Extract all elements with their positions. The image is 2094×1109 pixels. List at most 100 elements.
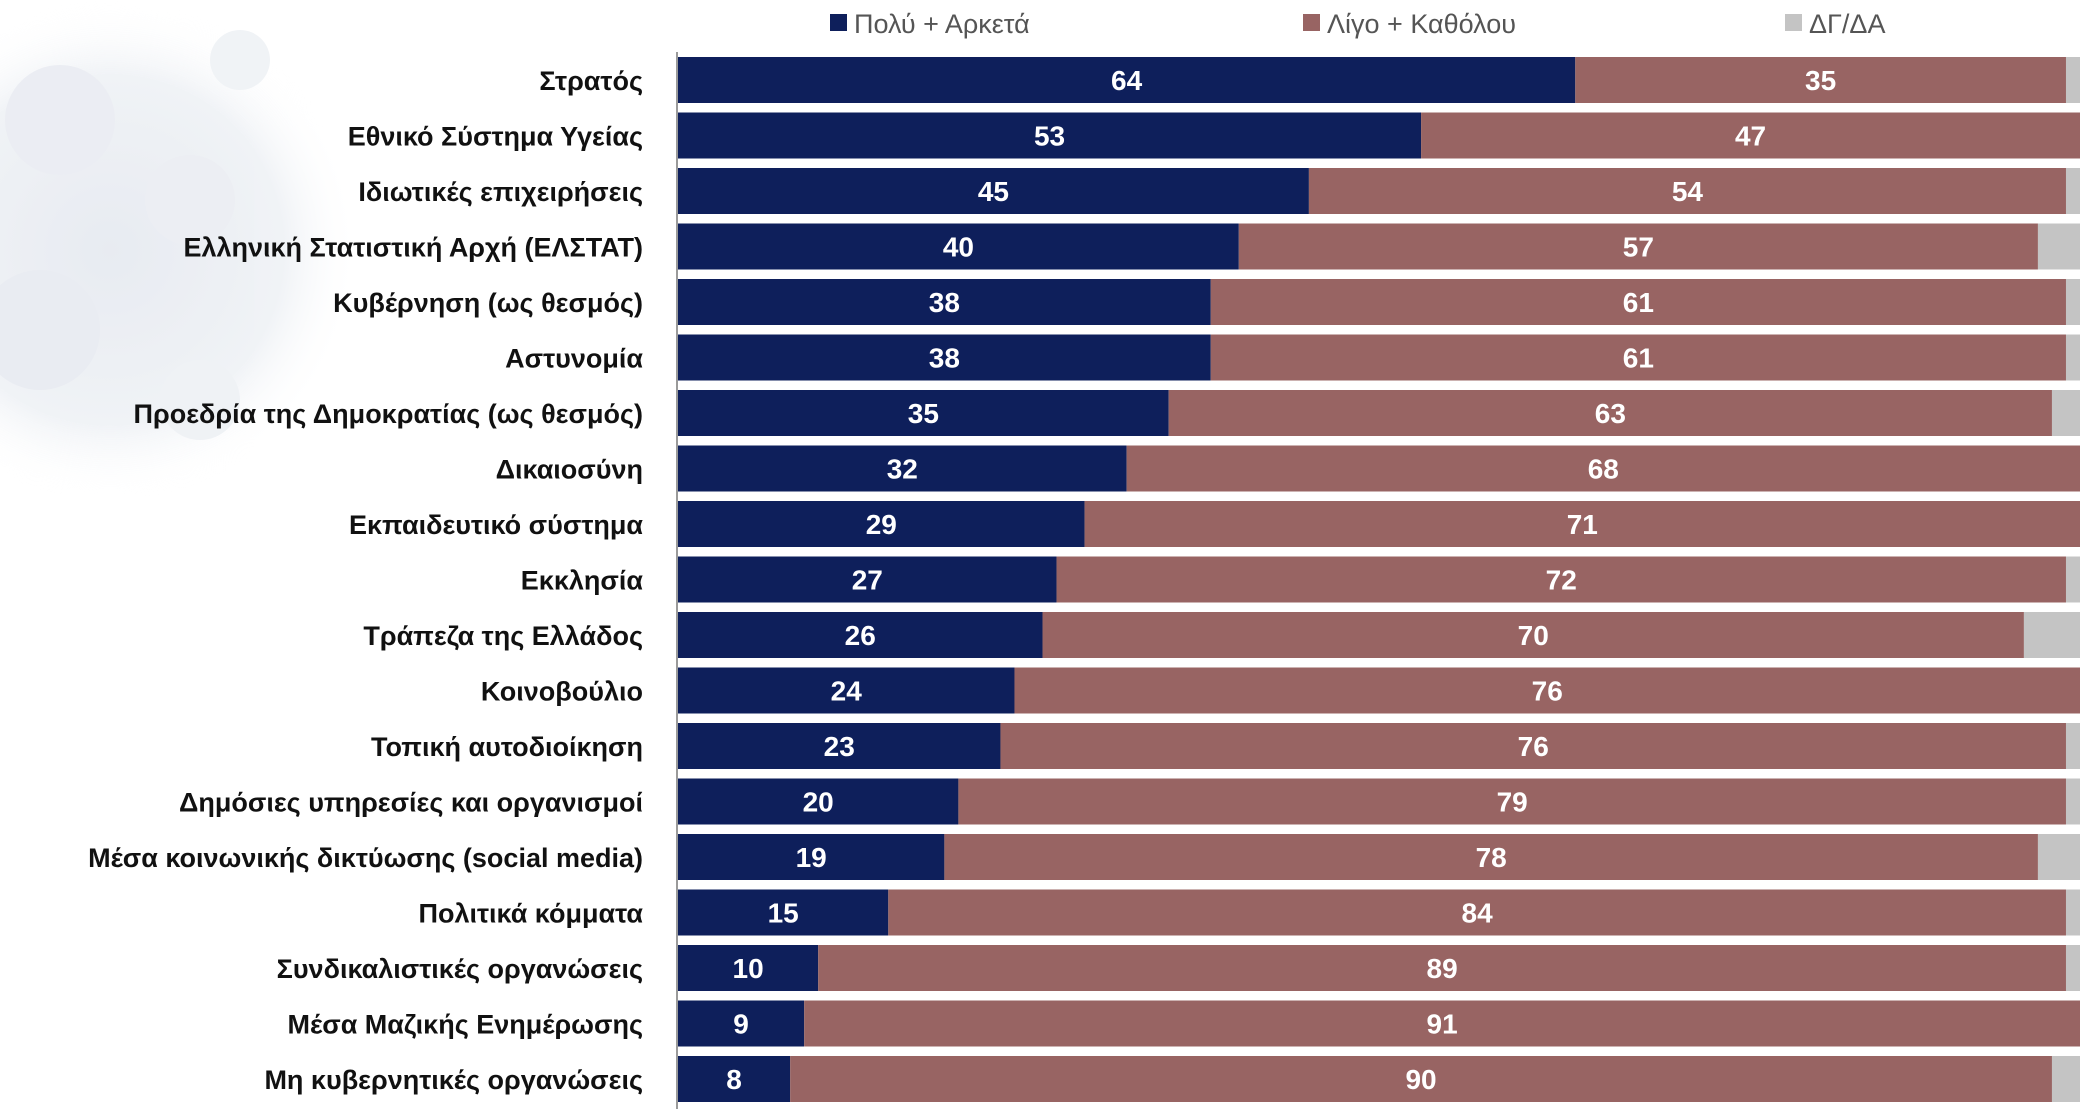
data-label: 27	[852, 565, 883, 596]
data-label: 89	[1427, 953, 1458, 984]
legend: Πολύ + Αρκετά Λίγο + Καθόλου ΔΓ/ΔΑ	[830, 9, 1885, 39]
category-label: Κυβέρνηση (ως θεσμός)	[333, 288, 643, 318]
bar-segment	[790, 1056, 2052, 1102]
bar-segment	[678, 1000, 805, 1047]
data-label: 90	[1405, 1064, 1436, 1095]
bar-segment	[678, 57, 1576, 103]
legend-label: ΔΓ/ΔΑ	[1809, 9, 1885, 39]
bar-segment	[678, 334, 1211, 381]
category-label: Τράπεζα της Ελλάδος	[363, 621, 643, 651]
bar-segment	[2037, 223, 2080, 270]
data-label: 57	[1623, 232, 1654, 263]
bar-segment	[1210, 279, 2066, 325]
bar-segment	[678, 556, 1057, 603]
bar-segment	[2065, 945, 2080, 991]
data-label: 35	[1805, 65, 1836, 96]
data-label: 20	[803, 787, 834, 818]
data-label: 91	[1427, 1009, 1458, 1040]
legend-swatch	[1785, 14, 1802, 31]
category-label: Εθνικό Σύστημα Υγείας	[348, 122, 643, 152]
legend-swatch	[1303, 14, 1320, 31]
bar-segment	[1238, 223, 2038, 270]
data-label: 40	[943, 232, 974, 263]
legend-swatch	[830, 14, 847, 31]
bar-segment	[678, 168, 1309, 214]
data-label: 76	[1518, 731, 1549, 762]
bar-segment	[678, 889, 889, 936]
bar-segment	[678, 945, 819, 991]
data-label: 32	[887, 454, 918, 485]
bar-segment	[2065, 334, 2080, 381]
data-label: 35	[908, 398, 939, 429]
data-label: 47	[1735, 121, 1766, 152]
category-label: Συνδικαλιστικές οργανώσεις	[277, 954, 643, 984]
bar-segment	[2065, 723, 2080, 769]
bar-segment	[1042, 612, 2024, 658]
data-label: 72	[1546, 565, 1577, 596]
bar-segment	[2051, 1056, 2080, 1102]
data-label: 68	[1588, 454, 1619, 485]
data-label: 70	[1518, 620, 1549, 651]
data-label: 64	[1111, 65, 1143, 96]
category-label: Δικαιοσύνη	[496, 455, 643, 485]
bar-segment	[1210, 334, 2066, 381]
data-label: 54	[1672, 176, 1704, 207]
bar-segment	[944, 834, 2038, 880]
category-label: Μέσα Μαζικής Ενημέρωσης	[288, 1010, 643, 1040]
bar-segment	[678, 667, 1015, 714]
category-label: Αστυνομία	[505, 344, 643, 374]
bar-segment	[678, 112, 1422, 159]
data-label: 23	[824, 731, 855, 762]
data-label: 61	[1623, 287, 1654, 318]
category-label: Ελληνική Στατιστική Αρχή (ΕΛΣΤΑΤ)	[183, 233, 643, 263]
data-label: 29	[866, 509, 897, 540]
bar-segment	[888, 889, 2066, 936]
bar-segment	[2065, 168, 2080, 214]
data-label: 8	[726, 1064, 742, 1095]
bar-segment	[678, 612, 1043, 658]
bar-segment	[1000, 723, 2066, 769]
category-label: Ιδιωτικές επιχειρήσεις	[358, 177, 643, 207]
category-label: Προεδρία της Δημοκρατίας (ως θεσμός)	[134, 399, 644, 429]
data-label: 19	[796, 842, 827, 873]
legend-label: Λίγο + Καθόλου	[1327, 9, 1516, 39]
bar-segment	[1126, 445, 2080, 492]
bar-segment	[2065, 57, 2080, 103]
bar-segment	[678, 723, 1001, 769]
category-label: Πολιτικά κόμματα	[418, 899, 643, 929]
data-label: 71	[1567, 509, 1598, 540]
bar-segment	[678, 445, 1127, 492]
category-label: Εκκλησία	[521, 566, 644, 596]
bar-segment	[2023, 612, 2080, 658]
category-label: Μέσα κοινωνικής δικτύωσης (social media)	[88, 843, 643, 873]
category-label: Τοπική αυτοδιοίκηση	[371, 732, 643, 762]
bar-segment	[2065, 279, 2080, 325]
category-label: Εκπαιδευτικό σύστημα	[349, 510, 643, 540]
bar-segment	[2065, 556, 2080, 603]
bar-segment	[1056, 556, 2066, 603]
bar-segment	[804, 1000, 2081, 1047]
bar-segment	[1014, 667, 2080, 714]
category-label: Μη κυβερνητικές οργανώσεις	[264, 1065, 643, 1095]
bar-segment	[678, 834, 945, 880]
bar-segment	[1575, 57, 2066, 103]
data-label: 45	[978, 176, 1009, 207]
bar-segment	[1084, 501, 2080, 547]
data-label: 61	[1623, 343, 1654, 374]
data-label: 76	[1532, 676, 1563, 707]
data-label: 78	[1476, 842, 1507, 873]
data-label: 53	[1034, 121, 1065, 152]
data-label: 79	[1497, 787, 1528, 818]
category-label: Κοινοβούλιο	[481, 677, 643, 707]
bar-segment	[2065, 778, 2080, 825]
category-label: Στρατός	[539, 66, 643, 96]
bar-segment	[2065, 889, 2080, 936]
data-label: 63	[1595, 398, 1626, 429]
bar-segment	[678, 501, 1085, 547]
bar-segment	[678, 1056, 791, 1102]
bar-segment	[678, 778, 959, 825]
data-label: 38	[929, 343, 960, 374]
bar-segment	[1308, 168, 2066, 214]
category-label: Δημόσιες υπηρεσίες και οργανισμοί	[179, 788, 643, 818]
